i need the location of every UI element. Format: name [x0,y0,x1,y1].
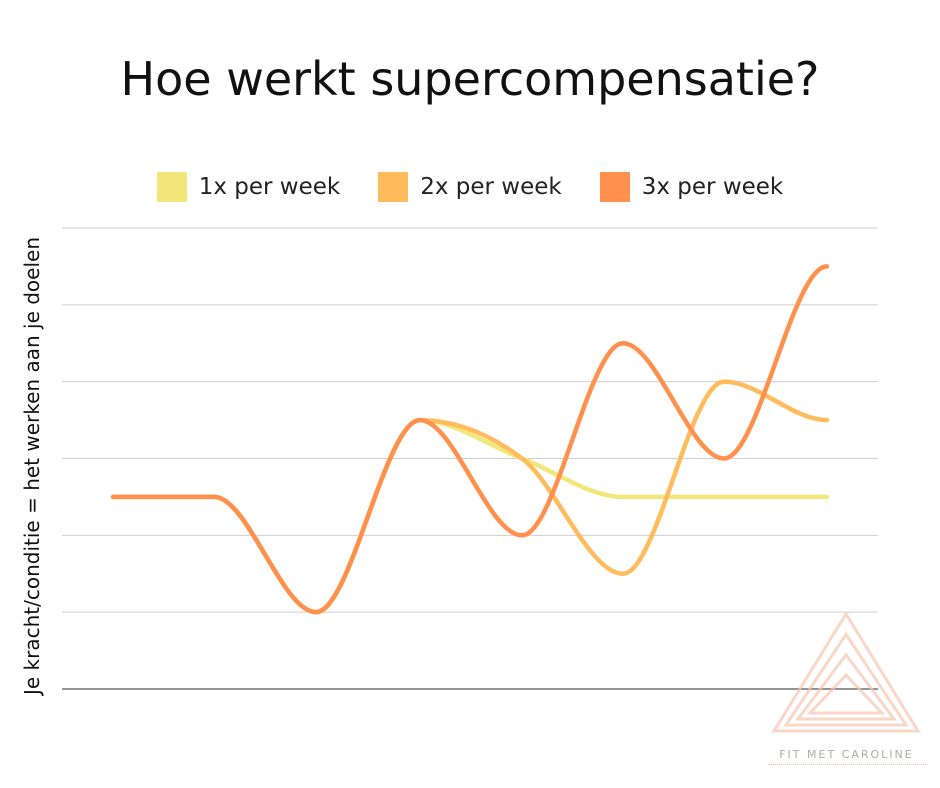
brand-name: FIT MET CAROLINE [779,748,914,761]
legend-swatch-2x [378,172,409,202]
chart-title: Hoe werkt supercompensatie? [120,52,820,106]
legend-item-2x: 2x per week [378,172,562,202]
legend-swatch-1x [156,172,187,202]
series-line-1x [110,417,830,615]
series-line-3x [110,264,830,615]
logo-triangle [771,611,921,733]
logo-triangle [783,631,909,727]
brand-logo-icon [771,611,921,733]
series-lines [110,264,830,615]
grid-lines [62,227,878,690]
logo-triangle [795,652,897,721]
legend-item-3x: 3x per week [599,172,784,202]
legend-label-2x: 2x per week [420,174,562,200]
legend-label-1x: 1x per week [198,174,341,200]
logo-triangle [806,673,886,715]
legend-label-3x: 3x per week [641,174,784,200]
legend-item-1x: 1x per week [156,172,341,202]
legend-swatch-3x [599,172,630,202]
brand-tagline-line [768,764,928,767]
legend: 1x per week 2x per week 3x per week [0,172,940,202]
